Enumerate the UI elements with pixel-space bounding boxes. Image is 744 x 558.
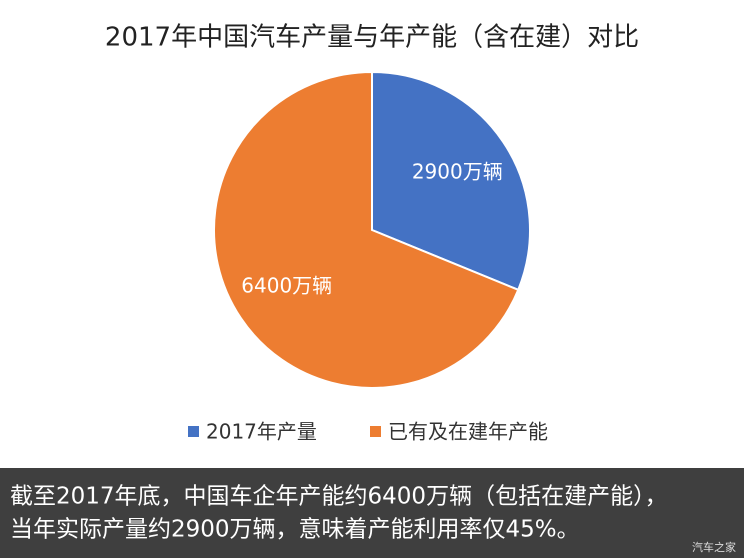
- watermark: 汽车之家: [692, 540, 736, 554]
- legend-label: 已有及在建年产能: [388, 420, 548, 444]
- legend-swatch: [370, 426, 381, 437]
- caption-line: 截至2017年底，中国车企年产能约6400万辆（包括在建产能），: [10, 484, 668, 510]
- data-label: 6400万辆: [241, 274, 332, 298]
- pie-slice: [213, 70, 520, 389]
- caption-line: 当年实际产量约2900万辆，意味着产能利用率仅45%。: [10, 517, 580, 543]
- legend-swatch: [188, 426, 199, 437]
- data-label: 2900万辆: [412, 159, 503, 183]
- pie-slice: [371, 70, 531, 292]
- legend-label: 2017年产量: [206, 420, 317, 444]
- caption-band: [0, 468, 744, 558]
- chart-title: 2017年中国汽车产量与年产能（含在建）对比: [105, 23, 639, 53]
